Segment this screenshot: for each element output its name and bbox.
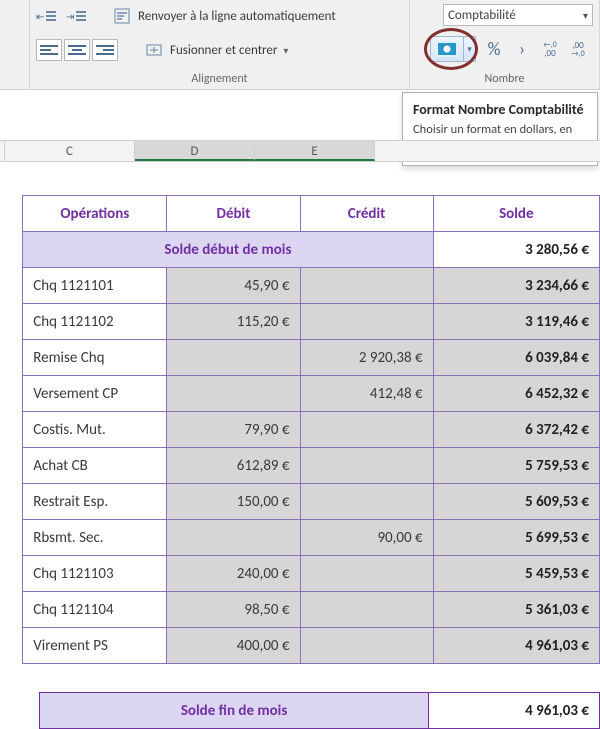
start-balance-value: 3 280,56 € bbox=[433, 232, 599, 268]
th-credit: Crédit bbox=[300, 196, 433, 232]
col-c[interactable]: C bbox=[5, 141, 135, 161]
cell-credit[interactable]: 412,48 € bbox=[300, 376, 433, 412]
cell-credit[interactable] bbox=[300, 592, 433, 628]
thousands-sep-button[interactable]: › bbox=[512, 38, 532, 60]
cell-operation[interactable]: Chq 1121104 bbox=[23, 592, 167, 628]
table-row: Chq 112110498,50 € 5 361,03 € bbox=[0, 592, 600, 628]
align-center-button[interactable] bbox=[64, 39, 90, 61]
cell-debit[interactable]: 45,90 € bbox=[167, 268, 300, 304]
table-row: Virement PS400,00 € 4 961,03 € bbox=[0, 628, 600, 664]
start-balance-label: Solde début de mois bbox=[23, 232, 433, 268]
ribbon-group-alignment: ⇤ ⇥ Renvoyer à la ligne automatiquement bbox=[30, 0, 410, 89]
cell-credit[interactable] bbox=[300, 484, 433, 520]
cell-credit[interactable] bbox=[300, 268, 433, 304]
cell-debit[interactable]: 612,89 € bbox=[167, 448, 300, 484]
cell-operation[interactable]: Remise Chq bbox=[23, 340, 167, 376]
cell-solde[interactable]: 6 372,42 € bbox=[433, 412, 599, 448]
cell-operation[interactable]: Restrait Esp. bbox=[23, 484, 167, 520]
chevron-down-icon: ▾ bbox=[583, 9, 588, 22]
cell-debit[interactable]: 79,90 € bbox=[167, 412, 300, 448]
number-format-value: Comptabilité bbox=[448, 8, 516, 23]
cell-solde[interactable]: 5 609,53 € bbox=[433, 484, 599, 520]
wrap-text-icon bbox=[112, 6, 132, 26]
number-format-select[interactable]: Comptabilité ▾ bbox=[443, 4, 593, 26]
end-balance-label: Solde fin de mois bbox=[40, 693, 428, 729]
cell-operation[interactable]: Virement PS bbox=[23, 628, 167, 664]
wrap-text-button[interactable]: Renvoyer à la ligne automatiquement bbox=[138, 9, 336, 24]
cell-debit[interactable]: 240,00 € bbox=[167, 556, 300, 592]
cell-solde[interactable]: 3 119,46 € bbox=[433, 304, 599, 340]
cell-debit[interactable] bbox=[167, 520, 300, 556]
table-row: Restrait Esp.150,00 € 5 609,53 € bbox=[0, 484, 600, 520]
cell-operation[interactable]: Costis. Mut. bbox=[23, 412, 167, 448]
merge-center-button[interactable]: Fusionner et centrer bbox=[170, 43, 277, 58]
cell-solde[interactable]: 3 234,66 € bbox=[433, 268, 599, 304]
accounting-format-button[interactable] bbox=[430, 36, 464, 62]
decrease-decimal-button[interactable]: ,00→,0 bbox=[568, 41, 588, 58]
cell-debit[interactable]: 98,50 € bbox=[167, 592, 300, 628]
table-row: Chq 112110145,90 € 3 234,66 € bbox=[0, 268, 600, 304]
th-debit: Débit bbox=[167, 196, 300, 232]
cell-operation[interactable]: Chq 1121101 bbox=[23, 268, 167, 304]
sheet-area: Opérations Débit Crédit Solde Solde débu… bbox=[0, 195, 600, 729]
cell-debit[interactable] bbox=[167, 376, 300, 412]
cell-solde[interactable]: 5 699,53 € bbox=[433, 520, 599, 556]
end-balance-value: 4 961,03 € bbox=[428, 693, 599, 729]
cell-solde[interactable]: 5 361,03 € bbox=[433, 592, 599, 628]
merge-cells-icon bbox=[144, 40, 164, 60]
ledger-end-table: Solde fin de mois 4 961,03 € bbox=[0, 692, 600, 729]
tooltip-title: Format Nombre Comptabilité bbox=[413, 101, 587, 118]
cell-operation[interactable]: Versement CP bbox=[23, 376, 167, 412]
cell-credit[interactable] bbox=[300, 556, 433, 592]
table-row: Remise Chq 2 920,38 €6 039,84 € bbox=[0, 340, 600, 376]
decrease-indent-button[interactable]: ⇤ bbox=[36, 6, 60, 26]
row-start-balance: Solde début de mois 3 280,56 € bbox=[0, 232, 600, 268]
cell-debit[interactable]: 150,00 € bbox=[167, 484, 300, 520]
increase-decimal-button[interactable]: ←,0,00 bbox=[540, 41, 560, 58]
table-row: Versement CP 412,48 €6 452,32 € bbox=[0, 376, 600, 412]
alignment-group-label: Alignement bbox=[30, 72, 409, 86]
cell-credit[interactable]: 2 920,38 € bbox=[300, 340, 433, 376]
cell-credit[interactable] bbox=[300, 412, 433, 448]
cell-solde[interactable]: 4 961,03 € bbox=[433, 628, 599, 664]
ribbon-group-clip bbox=[0, 0, 30, 89]
table-row: Achat CB612,89 € 5 759,53 € bbox=[0, 448, 600, 484]
accounting-format-dropdown[interactable]: ▾ bbox=[464, 36, 476, 62]
align-right-button[interactable] bbox=[92, 39, 118, 61]
cell-credit[interactable] bbox=[300, 304, 433, 340]
cell-solde[interactable]: 6 452,32 € bbox=[433, 376, 599, 412]
row-end-balance: Solde fin de mois 4 961,03 € bbox=[0, 693, 600, 729]
ribbon: ⇤ ⇥ Renvoyer à la ligne automatiquement bbox=[0, 0, 600, 90]
cell-debit[interactable]: 400,00 € bbox=[167, 628, 300, 664]
cell-credit[interactable]: 90,00 € bbox=[300, 520, 433, 556]
col-e[interactable]: E bbox=[255, 141, 375, 161]
cell-solde[interactable]: 5 459,53 € bbox=[433, 556, 599, 592]
ribbon-group-number: Comptabilité ▾ ▾ % › ←,0,00 ,00→,0 bbox=[410, 0, 600, 89]
increase-indent-button[interactable]: ⇥ bbox=[66, 6, 90, 26]
cell-debit[interactable] bbox=[167, 340, 300, 376]
th-solde: Solde bbox=[433, 196, 599, 232]
cell-credit[interactable] bbox=[300, 628, 433, 664]
ledger-table: Opérations Débit Crédit Solde Solde débu… bbox=[0, 195, 600, 664]
horizontal-align-group bbox=[36, 39, 118, 61]
th-operations: Opérations bbox=[23, 196, 167, 232]
table-row: Costis. Mut.79,90 € 6 372,42 € bbox=[0, 412, 600, 448]
cell-operation[interactable]: Chq 1121102 bbox=[23, 304, 167, 340]
table-row: Rbsmt. Sec. 90,00 €5 699,53 € bbox=[0, 520, 600, 556]
cell-operation[interactable]: Rbsmt. Sec. bbox=[23, 520, 167, 556]
cell-solde[interactable]: 5 759,53 € bbox=[433, 448, 599, 484]
align-left-button[interactable] bbox=[36, 39, 62, 61]
column-headers: C D E bbox=[0, 140, 600, 162]
cell-operation[interactable]: Chq 1121103 bbox=[23, 556, 167, 592]
table-row: Chq 1121103240,00 € 5 459,53 € bbox=[0, 556, 600, 592]
percent-format-button[interactable]: % bbox=[484, 38, 504, 60]
cell-credit[interactable] bbox=[300, 448, 433, 484]
cell-debit[interactable]: 115,20 € bbox=[167, 304, 300, 340]
cell-operation[interactable]: Achat CB bbox=[23, 448, 167, 484]
col-d[interactable]: D bbox=[135, 141, 255, 161]
table-row: Chq 1121102115,20 € 3 119,46 € bbox=[0, 304, 600, 340]
number-group-label: Nombre bbox=[410, 72, 599, 86]
table-header-row: Opérations Débit Crédit Solde bbox=[0, 196, 600, 232]
cell-solde[interactable]: 6 039,84 € bbox=[433, 340, 599, 376]
